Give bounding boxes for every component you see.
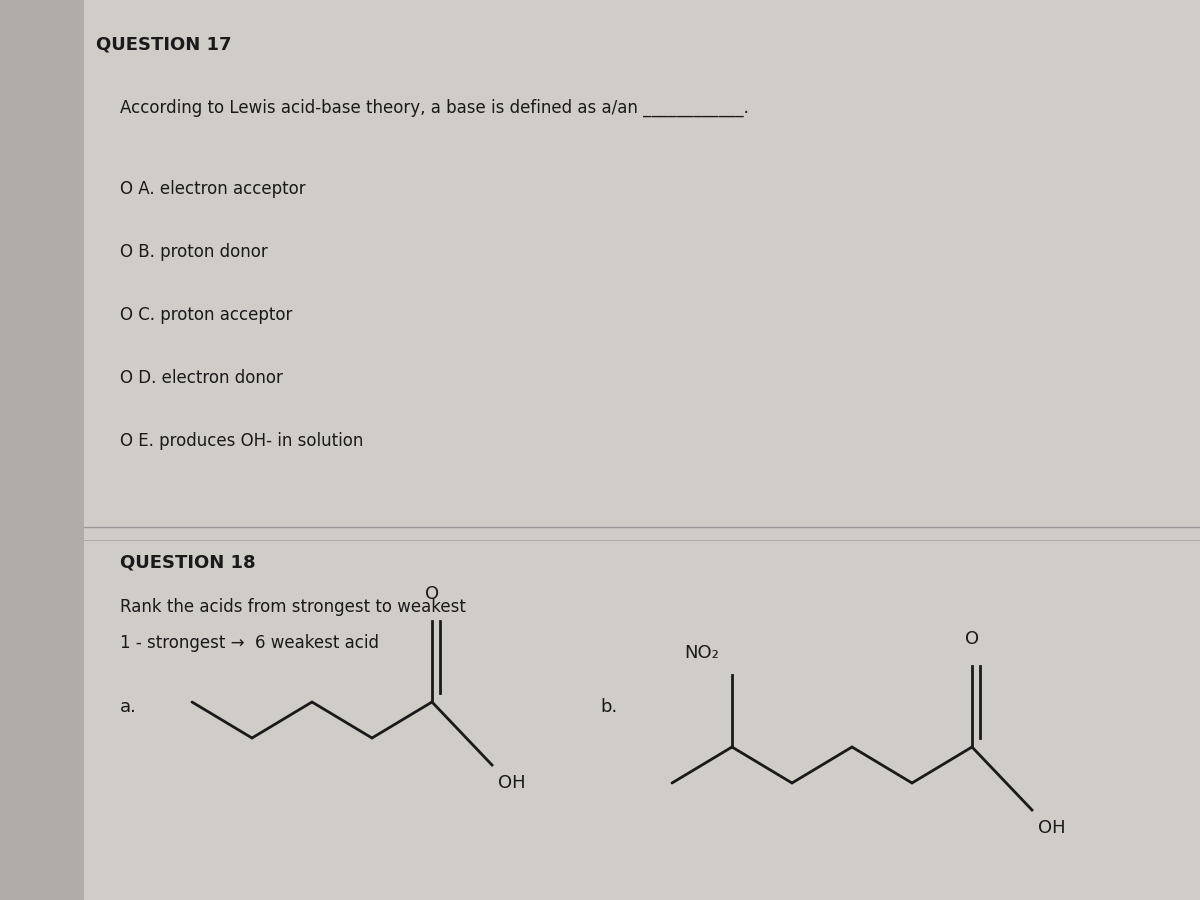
FancyBboxPatch shape xyxy=(0,0,84,900)
Text: b.: b. xyxy=(600,698,617,716)
Text: OH: OH xyxy=(498,774,526,792)
Text: QUESTION 17: QUESTION 17 xyxy=(96,36,232,54)
Text: O: O xyxy=(425,585,439,603)
Text: O A. electron acceptor: O A. electron acceptor xyxy=(120,180,306,198)
Text: O B. proton donor: O B. proton donor xyxy=(120,243,268,261)
Text: O C. proton acceptor: O C. proton acceptor xyxy=(120,306,293,324)
Text: OH: OH xyxy=(1038,819,1066,837)
Text: a.: a. xyxy=(120,698,137,716)
Text: 1 - strongest →  6 weakest acid: 1 - strongest → 6 weakest acid xyxy=(120,634,379,652)
Text: O E. produces OH- in solution: O E. produces OH- in solution xyxy=(120,432,364,450)
Text: Rank the acids from strongest to weakest: Rank the acids from strongest to weakest xyxy=(120,598,466,616)
Text: O: O xyxy=(965,630,979,648)
Text: O D. electron donor: O D. electron donor xyxy=(120,369,283,387)
Text: NO₂: NO₂ xyxy=(684,644,719,662)
Text: QUESTION 18: QUESTION 18 xyxy=(120,554,256,572)
Text: According to Lewis acid-base theory, a base is defined as a/an ____________.: According to Lewis acid-base theory, a b… xyxy=(120,99,749,117)
